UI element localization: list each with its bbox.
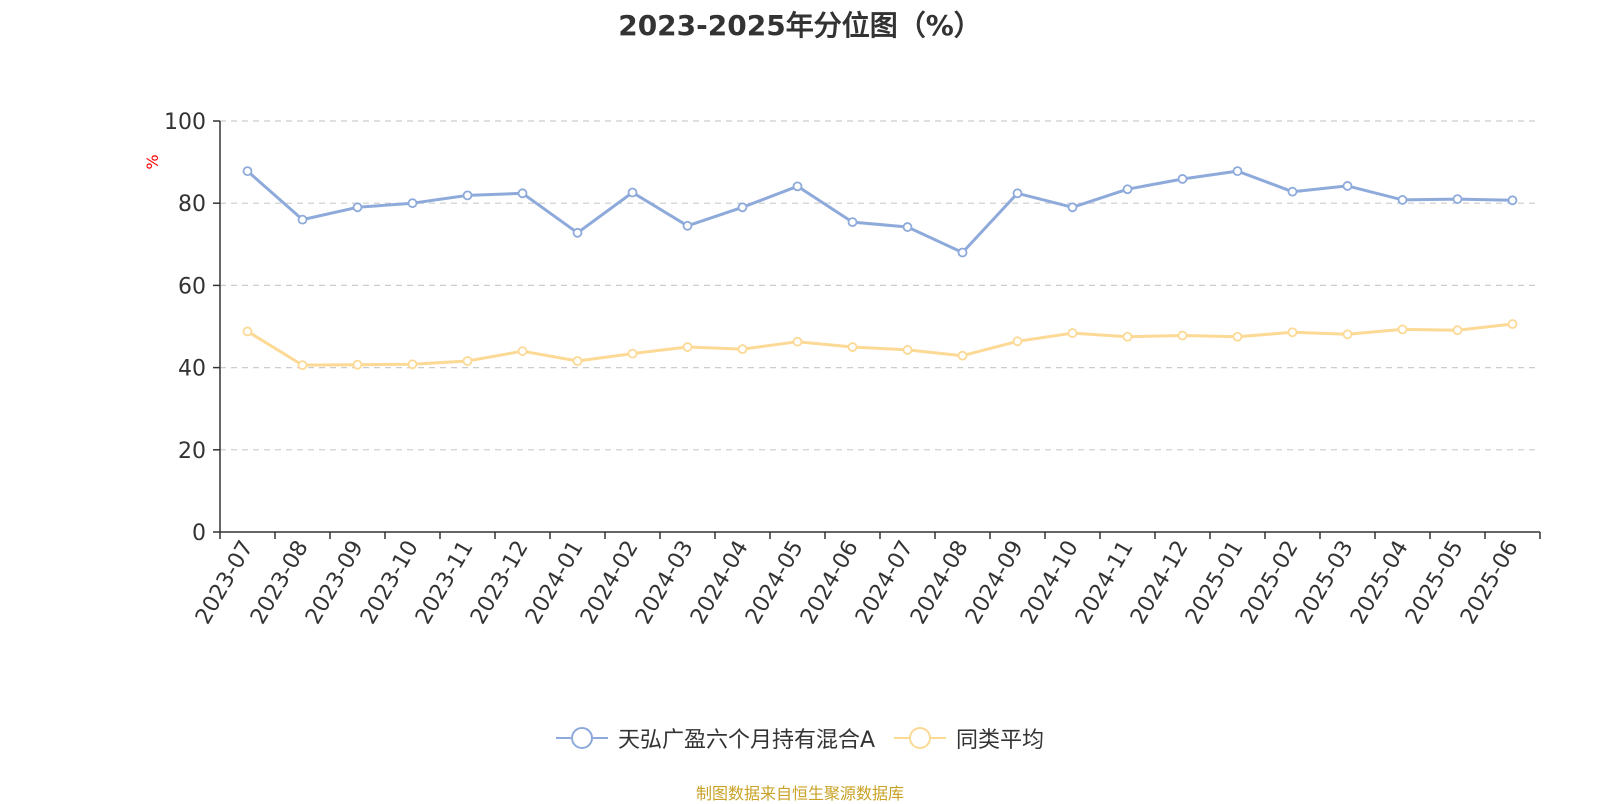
- legend-label-series-b: 同类平均: [956, 728, 1045, 753]
- y-tick-label: 100: [164, 110, 206, 135]
- data-point: [792, 181, 803, 192]
- data-point: [737, 202, 748, 213]
- series-line: [246, 322, 1513, 367]
- data-point: [1177, 174, 1188, 184]
- data-point: [1287, 186, 1298, 197]
- data-point: [682, 342, 693, 352]
- grid-lines: [220, 120, 1540, 451]
- y-tick-label: 20: [178, 439, 206, 464]
- data-point: [1452, 194, 1463, 204]
- legend-item-series-a[interactable]: 天弘广盈六个月持有混合A: [555, 722, 876, 754]
- data-point: [847, 217, 858, 228]
- data-point: [902, 345, 913, 355]
- data-point: [847, 342, 858, 352]
- data-point: [1177, 330, 1188, 341]
- data-point: [1452, 325, 1463, 336]
- data-point: [1067, 202, 1078, 213]
- legend-label-series-a: 天弘广盈六个月持有混合A: [617, 728, 876, 753]
- data-point: [957, 350, 968, 361]
- data-point: [1507, 319, 1518, 329]
- data-point: [297, 360, 308, 371]
- data-point: [1342, 181, 1353, 191]
- series-lines: [242, 166, 1518, 371]
- data-point: [407, 198, 418, 209]
- y-axis-unit: %: [143, 154, 162, 169]
- data-point: [1507, 195, 1518, 206]
- data-point: [1122, 184, 1133, 195]
- data-point: [627, 348, 638, 359]
- data-point: [1232, 166, 1243, 177]
- chart-title: 2023-2025年分位图（%）: [618, 9, 982, 42]
- data-point: [352, 202, 363, 213]
- data-point: [462, 190, 473, 201]
- legend-item-series-b[interactable]: 同类平均: [894, 722, 1044, 754]
- data-point: [1342, 329, 1353, 340]
- data-point: [792, 336, 803, 347]
- data-point: [352, 359, 363, 370]
- data-point: [572, 227, 583, 238]
- data-point: [682, 220, 693, 231]
- data-point: [1232, 331, 1243, 342]
- data-point: [737, 344, 748, 355]
- data-point: [1397, 324, 1408, 335]
- data-point: [1012, 188, 1023, 199]
- y-tick-label: 40: [178, 357, 206, 382]
- data-point: [462, 356, 473, 366]
- data-point: [902, 222, 913, 232]
- data-point: [407, 359, 418, 370]
- data-point: [1287, 327, 1298, 338]
- data-point: [1122, 331, 1133, 342]
- y-tick-label: 0: [192, 521, 206, 546]
- data-point: [957, 247, 968, 258]
- data-point: [517, 346, 528, 357]
- data-point: [1067, 328, 1078, 338]
- data-point: [297, 214, 308, 225]
- data-point: [1397, 195, 1408, 205]
- legend: 天弘广盈六个月持有混合A 同类平均: [0, 722, 1600, 757]
- data-point: [1012, 336, 1023, 347]
- data-point: [242, 166, 253, 177]
- source-note: 制图数据来自恒生聚源数据库: [695, 784, 904, 803]
- series-line: [246, 169, 1513, 254]
- data-point: [517, 188, 528, 199]
- y-tick-label: 80: [178, 192, 206, 217]
- data-point: [627, 187, 638, 198]
- data-point: [572, 356, 583, 366]
- legend-swatch-series-b: [894, 727, 947, 749]
- y-tick-label: 60: [178, 274, 206, 299]
- data-point: [242, 326, 253, 337]
- legend-swatch-series-a: [555, 727, 608, 749]
